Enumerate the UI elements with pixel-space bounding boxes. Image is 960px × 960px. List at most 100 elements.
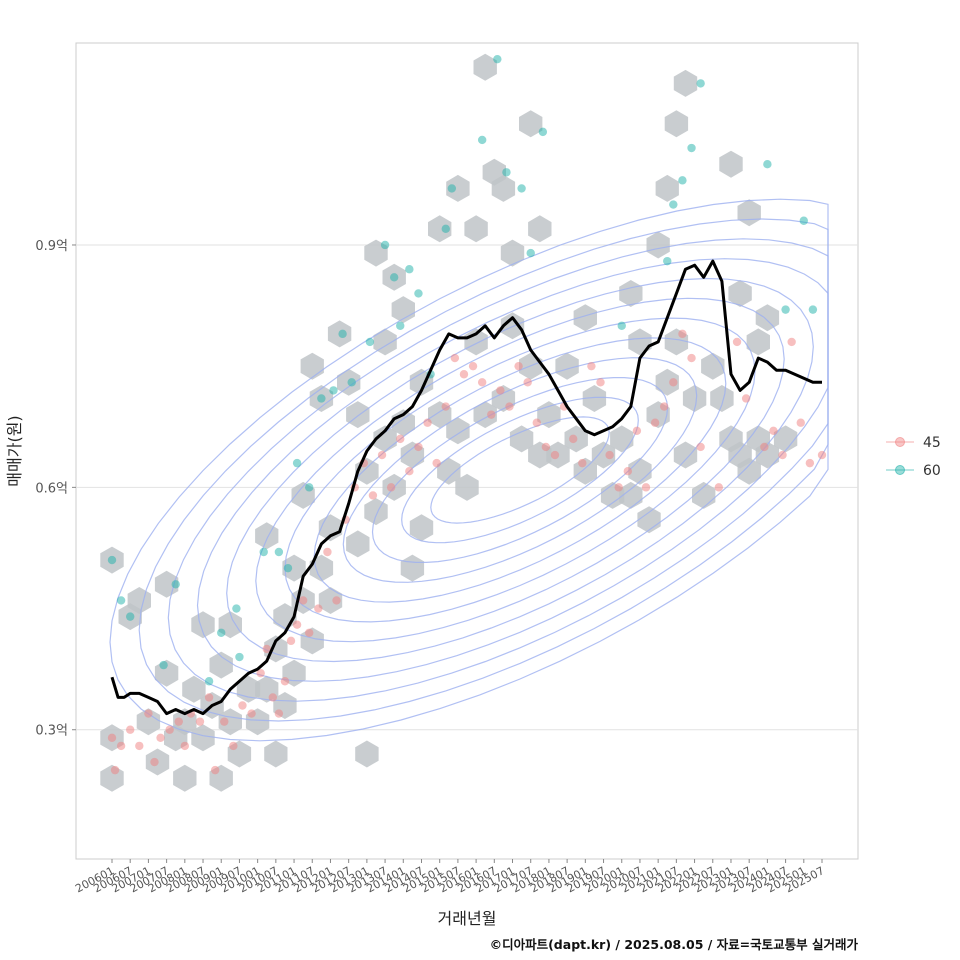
- point-60: [414, 289, 423, 298]
- point-45: [377, 450, 387, 460]
- legend-label: 45: [923, 435, 941, 451]
- y-tick-label: 0.9억: [35, 239, 68, 254]
- y-axis-title: 매매가(원): [5, 415, 24, 486]
- point-45: [274, 709, 284, 718]
- point-45: [605, 450, 614, 460]
- point-45: [210, 765, 220, 775]
- hexbin-cell: [218, 708, 242, 736]
- point-45: [204, 693, 214, 702]
- hexbin-cell: [528, 215, 552, 243]
- point-45: [247, 709, 256, 718]
- source-caption: ©디아파트(dapt.kr) / 2025.08.05 / 자료=국토교통부 실…: [489, 937, 858, 952]
- hexbin-cell: [428, 215, 452, 243]
- point-45: [468, 361, 478, 371]
- point-60: [259, 547, 268, 557]
- point-60: [526, 248, 535, 258]
- point-60: [808, 305, 818, 314]
- point-45: [714, 483, 724, 492]
- point-45: [368, 491, 378, 500]
- point-60: [687, 143, 696, 153]
- contour-line: [401, 396, 639, 544]
- x-axis-ticks: 2006012006072007012007072008012008072009…: [73, 859, 826, 895]
- legend-label: 60: [923, 463, 941, 479]
- hexbin-cell: [719, 150, 743, 178]
- point-45: [292, 620, 302, 629]
- point-60: [159, 660, 168, 670]
- point-45: [414, 442, 423, 452]
- point-60: [396, 321, 405, 330]
- hexbin-cell: [355, 740, 379, 768]
- point-60: [347, 378, 356, 387]
- hexbin-cell: [209, 651, 233, 679]
- legend-key-point: [895, 465, 905, 475]
- point-60: [380, 240, 390, 250]
- point-45: [107, 733, 117, 743]
- point-45: [817, 450, 827, 460]
- contour-line: [196, 258, 829, 682]
- point-60: [477, 135, 487, 145]
- point-45: [165, 725, 174, 734]
- contour-line: [371, 377, 669, 563]
- point-45: [150, 757, 159, 767]
- x-axis-title: 거래년월: [438, 909, 497, 928]
- median-line: [110, 259, 822, 716]
- hexbin-cell: [446, 174, 470, 202]
- point-60: [317, 394, 326, 403]
- point-60: [329, 386, 338, 395]
- point-60: [441, 224, 450, 234]
- hexbin-cell: [191, 611, 215, 639]
- point-45: [532, 418, 541, 427]
- hexbin-cell: [710, 385, 734, 412]
- hexbin-cell: [455, 473, 479, 501]
- y-axis-ticks: 0.3억 0.6억 0.9억: [35, 239, 76, 739]
- point-45: [541, 442, 551, 452]
- contour-line: [138, 218, 829, 722]
- point-45: [305, 628, 314, 637]
- point-60: [232, 604, 241, 613]
- point-45: [623, 466, 633, 476]
- hexbin-cell: [746, 328, 770, 356]
- scatter-points: [107, 54, 827, 775]
- y-tick-label: 0.6억: [35, 481, 68, 496]
- point-45: [180, 741, 190, 751]
- hexbin-cell: [500, 312, 525, 340]
- hexbin-cell: [282, 554, 306, 582]
- hexbin-cell: [673, 69, 698, 97]
- point-45: [632, 426, 642, 436]
- hexbin-cell: [673, 441, 698, 469]
- point-45: [741, 394, 751, 403]
- hexbin-cell: [346, 530, 370, 558]
- point-45: [441, 402, 450, 411]
- point-45: [195, 717, 205, 726]
- point-45: [110, 765, 120, 775]
- point-60: [365, 337, 375, 347]
- contour-line: [430, 416, 610, 524]
- hexbin-cell: [555, 352, 579, 380]
- point-45: [459, 370, 469, 379]
- point-45: [126, 725, 135, 734]
- point-45: [550, 450, 560, 460]
- legend-key-point: [895, 437, 905, 447]
- point-45: [396, 434, 405, 444]
- point-60: [116, 596, 126, 605]
- contour-line: [255, 297, 785, 643]
- point-45: [514, 361, 523, 371]
- hexbin-cell: [346, 401, 370, 429]
- point-60: [538, 127, 548, 137]
- plot-panel: [75, 42, 859, 860]
- point-45: [432, 458, 441, 468]
- point-45: [238, 701, 247, 710]
- point-45: [778, 450, 787, 460]
- hexbin-cell: [373, 328, 397, 356]
- point-45: [323, 547, 332, 557]
- hexbin-cell: [619, 481, 643, 509]
- point-45: [116, 741, 126, 751]
- point-60: [292, 458, 302, 468]
- hexbin-cell: [491, 174, 516, 202]
- point-45: [596, 378, 605, 387]
- hexbin-cell: [728, 280, 752, 307]
- point-45: [156, 733, 165, 743]
- point-45: [796, 418, 805, 427]
- point-45: [614, 483, 623, 492]
